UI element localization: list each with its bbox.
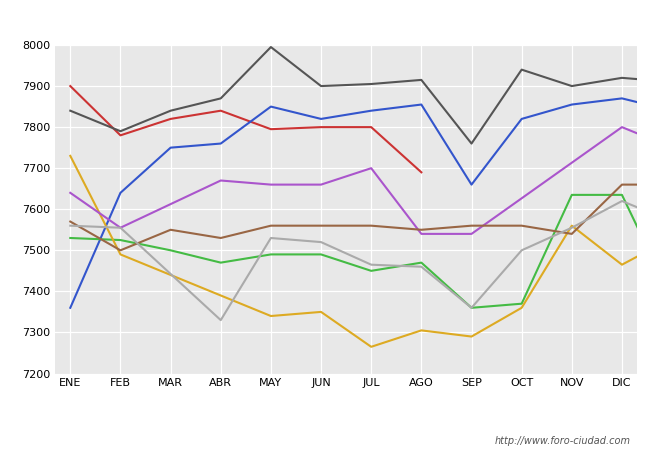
2018 xyxy=(467,223,475,228)
2017 xyxy=(116,225,124,230)
2021 xyxy=(317,252,325,257)
2018 xyxy=(518,223,526,228)
2020 xyxy=(618,262,626,267)
2020 xyxy=(267,313,275,319)
2020 xyxy=(66,153,74,158)
2022 xyxy=(568,102,576,107)
2018 xyxy=(317,223,325,228)
2017 xyxy=(518,248,526,253)
2023 xyxy=(116,129,124,134)
2024 xyxy=(116,133,124,138)
Line: 2019: 2019 xyxy=(70,127,650,234)
2024 xyxy=(317,124,325,130)
2019 xyxy=(217,178,225,183)
2023 xyxy=(417,77,425,83)
2021 xyxy=(568,192,576,198)
2022 xyxy=(217,141,225,146)
2019 xyxy=(618,124,626,130)
2021 xyxy=(116,237,124,243)
2022 xyxy=(618,96,626,101)
2018 xyxy=(267,223,275,228)
2022 xyxy=(518,116,526,122)
Line: 2021: 2021 xyxy=(70,195,650,308)
2023 xyxy=(568,83,576,89)
2018 xyxy=(367,223,375,228)
2020 xyxy=(116,252,124,257)
Text: http://www.foro-ciudad.com: http://www.foro-ciudad.com xyxy=(495,436,630,446)
2023 xyxy=(467,141,475,146)
Line: 2024: 2024 xyxy=(70,86,421,172)
2022 xyxy=(166,145,174,150)
Text: Afiliados en Errenteria a 31/8/2024: Afiliados en Errenteria a 31/8/2024 xyxy=(168,11,482,29)
2017 xyxy=(417,264,425,270)
2020 xyxy=(518,305,526,310)
2022 xyxy=(66,305,74,310)
2023 xyxy=(367,81,375,87)
2021 xyxy=(467,305,475,310)
Line: 2022: 2022 xyxy=(70,99,650,308)
2019 xyxy=(66,190,74,195)
2019 xyxy=(317,182,325,187)
2021 xyxy=(417,260,425,265)
Line: 2018: 2018 xyxy=(70,184,650,250)
2021 xyxy=(217,260,225,265)
2024 xyxy=(267,126,275,132)
2021 xyxy=(267,252,275,257)
2018 xyxy=(568,231,576,237)
2019 xyxy=(367,166,375,171)
2024 xyxy=(66,83,74,89)
2017 xyxy=(618,198,626,204)
2022 xyxy=(267,104,275,109)
Line: 2020: 2020 xyxy=(70,156,650,347)
2021 xyxy=(166,248,174,253)
2024 xyxy=(166,116,174,122)
2017 xyxy=(66,223,74,228)
2017 xyxy=(317,239,325,245)
2017 xyxy=(568,225,576,230)
2023 xyxy=(66,108,74,113)
2020 xyxy=(568,223,576,228)
2018 xyxy=(417,227,425,233)
2019 xyxy=(116,225,124,230)
2024 xyxy=(367,124,375,130)
2018 xyxy=(166,227,174,233)
2021 xyxy=(618,192,626,198)
2018 xyxy=(618,182,626,187)
2022 xyxy=(116,190,124,195)
2018 xyxy=(66,219,74,224)
2023 xyxy=(618,75,626,81)
2022 xyxy=(467,182,475,187)
2019 xyxy=(267,182,275,187)
2021 xyxy=(66,235,74,241)
2024 xyxy=(417,170,425,175)
2022 xyxy=(317,116,325,122)
2020 xyxy=(367,344,375,350)
2020 xyxy=(467,334,475,339)
2019 xyxy=(417,231,425,237)
2023 xyxy=(518,67,526,72)
2018 xyxy=(116,248,124,253)
2020 xyxy=(317,309,325,315)
Line: 2023: 2023 xyxy=(70,47,650,144)
2024 xyxy=(217,108,225,113)
2019 xyxy=(467,231,475,237)
2021 xyxy=(367,268,375,274)
2020 xyxy=(417,328,425,333)
2017 xyxy=(367,262,375,267)
2022 xyxy=(367,108,375,113)
Line: 2017: 2017 xyxy=(70,201,650,320)
2023 xyxy=(267,45,275,50)
2022 xyxy=(417,102,425,107)
2017 xyxy=(467,305,475,310)
2021 xyxy=(518,301,526,306)
2018 xyxy=(217,235,225,241)
2023 xyxy=(166,108,174,113)
2017 xyxy=(267,235,275,241)
2023 xyxy=(317,83,325,89)
2017 xyxy=(217,317,225,323)
2023 xyxy=(217,96,225,101)
